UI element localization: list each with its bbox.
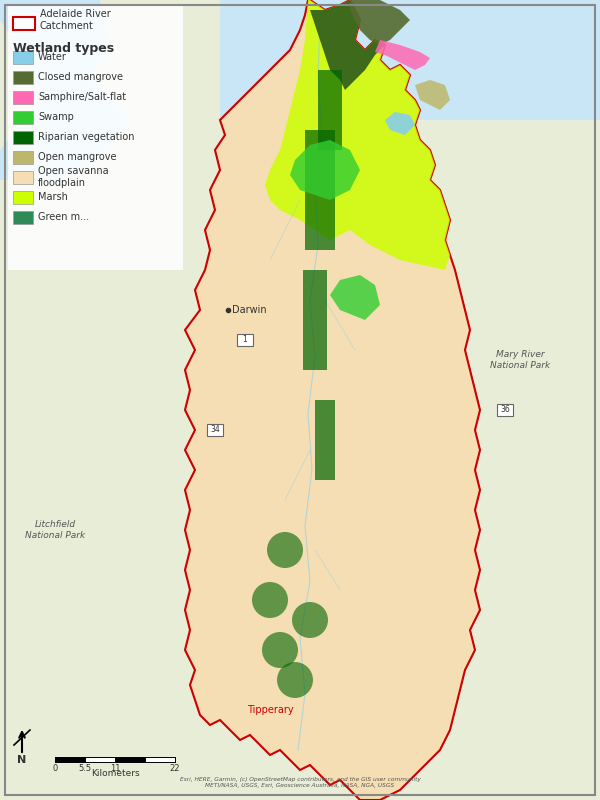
Text: Litchfield
National Park: Litchfield National Park bbox=[25, 520, 85, 540]
Polygon shape bbox=[318, 70, 342, 150]
Text: Kilometers: Kilometers bbox=[91, 769, 139, 778]
Text: Closed mangrove: Closed mangrove bbox=[38, 72, 123, 82]
Text: METI/NASA, USGS, Esri, Geoscience Australia, NASA, NGA, USGS: METI/NASA, USGS, Esri, Geoscience Austra… bbox=[205, 783, 395, 788]
Text: 22: 22 bbox=[170, 764, 180, 773]
Bar bbox=[55, 757, 85, 762]
Text: Green m...: Green m... bbox=[38, 212, 89, 222]
Text: Swamp: Swamp bbox=[38, 112, 74, 122]
Bar bbox=[13, 151, 33, 164]
Circle shape bbox=[267, 532, 303, 568]
Polygon shape bbox=[305, 130, 335, 250]
Circle shape bbox=[262, 632, 298, 668]
Bar bbox=[13, 131, 33, 144]
Bar bbox=[13, 91, 33, 104]
Bar bbox=[13, 51, 33, 64]
Bar bbox=[13, 171, 33, 184]
Text: Adelaide River
Catchment: Adelaide River Catchment bbox=[40, 10, 111, 30]
Bar bbox=[13, 17, 35, 30]
Text: Darwin: Darwin bbox=[232, 305, 266, 315]
Text: 1: 1 bbox=[242, 335, 247, 345]
Text: 0: 0 bbox=[52, 764, 58, 773]
Polygon shape bbox=[303, 270, 327, 370]
Text: 5.5: 5.5 bbox=[79, 764, 92, 773]
Circle shape bbox=[277, 662, 313, 698]
Text: Tipperary: Tipperary bbox=[247, 705, 293, 715]
Polygon shape bbox=[0, 0, 130, 180]
Polygon shape bbox=[290, 140, 360, 200]
Bar bbox=[115, 757, 145, 762]
Polygon shape bbox=[385, 112, 415, 135]
Text: Riparian vegetation: Riparian vegetation bbox=[38, 132, 134, 142]
Bar bbox=[13, 211, 33, 224]
Polygon shape bbox=[330, 275, 380, 320]
Bar bbox=[497, 404, 513, 416]
Text: 34: 34 bbox=[210, 426, 220, 434]
Circle shape bbox=[292, 602, 328, 638]
Bar bbox=[237, 334, 253, 346]
Text: Wetland types: Wetland types bbox=[13, 42, 114, 55]
Bar bbox=[85, 757, 115, 762]
Bar bbox=[13, 111, 33, 124]
Polygon shape bbox=[310, 0, 385, 90]
Text: Open mangrove: Open mangrove bbox=[38, 152, 116, 162]
Text: Samphire/Salt-flat: Samphire/Salt-flat bbox=[38, 92, 126, 102]
Polygon shape bbox=[350, 0, 410, 45]
Circle shape bbox=[252, 582, 288, 618]
Text: Mary River
National Park: Mary River National Park bbox=[490, 350, 550, 370]
Text: Marsh: Marsh bbox=[38, 192, 68, 202]
Polygon shape bbox=[320, 0, 520, 100]
Polygon shape bbox=[415, 80, 450, 110]
Bar bbox=[145, 757, 175, 762]
Text: N: N bbox=[17, 755, 26, 765]
Text: Water: Water bbox=[38, 52, 67, 62]
Bar bbox=[13, 71, 33, 84]
Text: 36: 36 bbox=[500, 406, 510, 414]
Text: Open savanna
floodplain: Open savanna floodplain bbox=[38, 166, 109, 188]
Bar bbox=[207, 424, 223, 436]
Bar bbox=[13, 191, 33, 204]
Polygon shape bbox=[315, 400, 335, 480]
Polygon shape bbox=[375, 40, 430, 70]
Bar bbox=[220, 0, 600, 120]
FancyBboxPatch shape bbox=[8, 5, 183, 270]
Polygon shape bbox=[265, 0, 450, 270]
Polygon shape bbox=[185, 0, 480, 800]
Text: 11: 11 bbox=[110, 764, 120, 773]
Text: Esri, HERE, Garmin, (c) OpenStreetMap contributors, and the GIS user community: Esri, HERE, Garmin, (c) OpenStreetMap co… bbox=[179, 777, 421, 782]
